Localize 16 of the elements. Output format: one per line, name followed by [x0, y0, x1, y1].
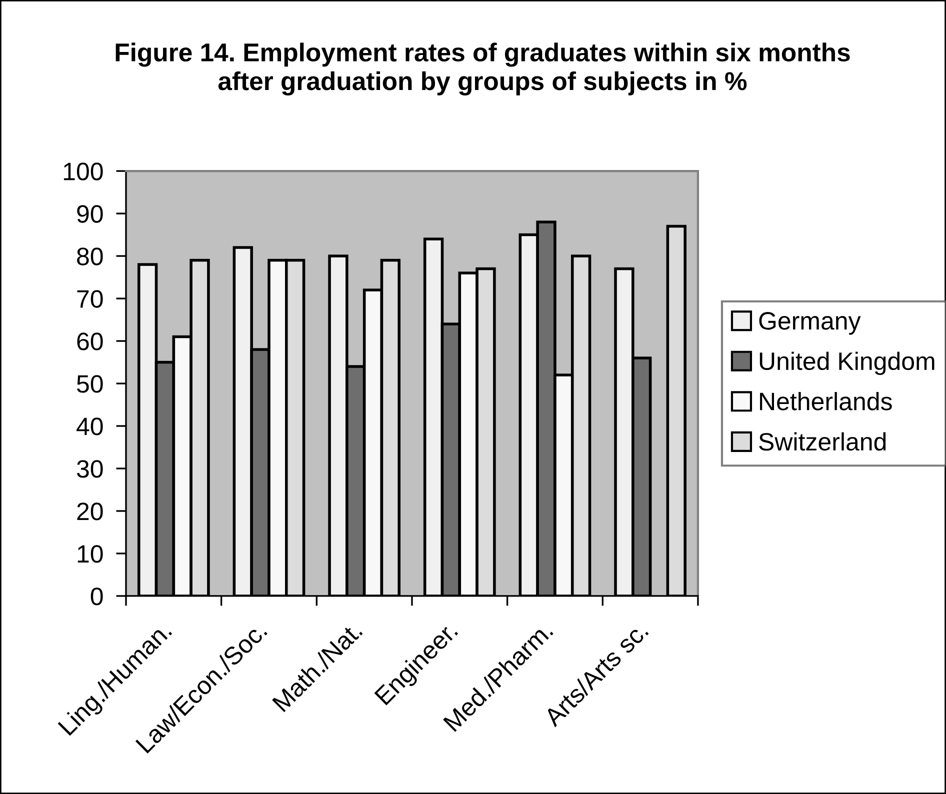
y-tick-label: 0	[90, 588, 103, 606]
legend-label: Netherlands	[760, 392, 892, 410]
y-tick-label: 70	[77, 290, 103, 308]
y-tick-label: 50	[76, 375, 103, 393]
chart-title: Figure 14. Employment rates of graduates within six months after graduation by groups of subjects in %	[116, 42, 850, 96]
y-tick-label: 10	[78, 545, 103, 563]
legend-label: United Kingdom	[760, 352, 934, 375]
y-tick-label: 100	[64, 162, 103, 180]
legend-label: Switzerland	[759, 432, 886, 451]
legend-label: Germany	[759, 312, 861, 335]
y-tick-label: 60	[77, 332, 103, 350]
y-tick-label: 20	[77, 502, 103, 520]
y-tick-label: 90	[77, 205, 103, 223]
y-tick-label: 30	[76, 460, 103, 478]
y-tick-label: 40	[76, 418, 103, 436]
y-tick-label: 80	[77, 248, 103, 266]
